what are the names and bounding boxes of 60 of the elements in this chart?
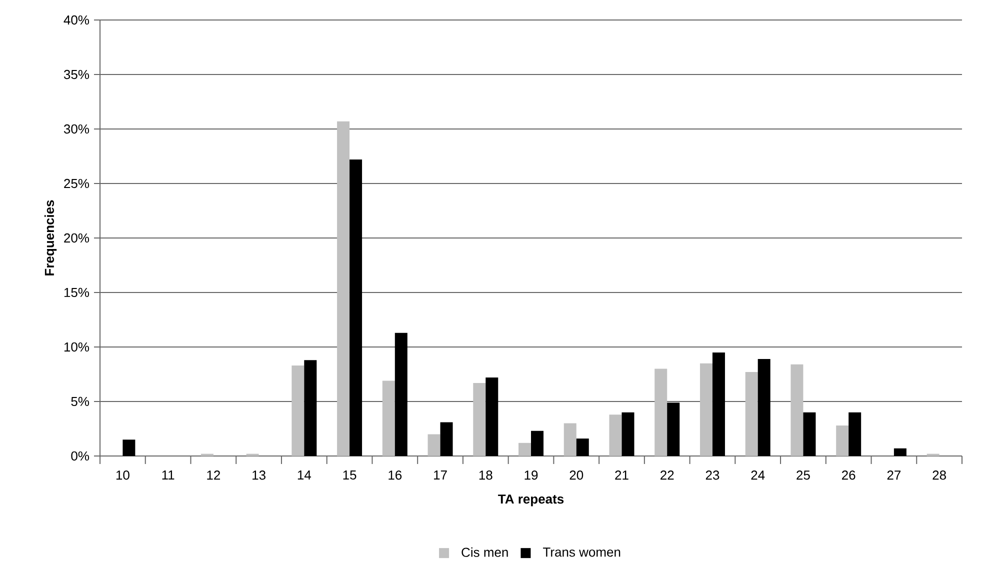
bar <box>667 402 680 456</box>
x-tick-label: 20 <box>570 470 584 480</box>
bar <box>758 358 770 456</box>
bar <box>382 380 395 456</box>
y-tick-label: 25% <box>64 178 90 188</box>
bar <box>700 363 712 456</box>
x-tick-label: 28 <box>932 470 946 480</box>
x-tick-label: 10 <box>116 470 130 480</box>
bar <box>440 422 453 456</box>
bar <box>531 430 544 456</box>
bar <box>576 438 589 456</box>
y-tick-label: 5% <box>71 396 90 406</box>
y-tick-label: 30% <box>64 124 90 134</box>
bar <box>790 364 804 456</box>
x-tick-label: 12 <box>207 470 220 480</box>
legend-label: Cis men <box>462 547 508 557</box>
bar <box>803 412 816 456</box>
bar <box>518 442 532 456</box>
bar <box>894 448 906 456</box>
x-tick-label: 25 <box>796 470 810 480</box>
bar <box>622 412 634 456</box>
legend-label: Trans women <box>543 548 620 557</box>
y-tick-label: 10% <box>64 342 90 352</box>
x-axis-title: TA repeats <box>498 494 564 506</box>
y-tick-label: 20% <box>64 233 90 243</box>
y-tick-label: 15% <box>64 288 90 298</box>
x-tick-label: 15 <box>343 470 356 480</box>
bar <box>428 434 440 456</box>
bar <box>350 160 362 456</box>
x-tick-label: 13 <box>252 470 266 480</box>
x-tick-label: 24 <box>751 470 765 480</box>
y-tick-label: 40% <box>64 15 90 25</box>
bar <box>486 378 498 456</box>
bar <box>848 412 862 456</box>
x-tick-label: 17 <box>434 470 447 480</box>
y-axis-title: Frequencies <box>44 200 57 276</box>
y-tick-label: 35% <box>64 70 90 80</box>
x-tick-label: 19 <box>524 470 538 480</box>
bar <box>304 360 317 456</box>
x-tick-label: 16 <box>388 470 402 480</box>
y-tick-label: 0% <box>71 451 90 461</box>
bar <box>836 425 849 456</box>
x-tick-label: 18 <box>479 470 492 480</box>
bar <box>654 368 668 456</box>
bar <box>564 423 576 456</box>
bar <box>712 352 725 456</box>
x-tick-label: 21 <box>615 470 628 480</box>
bar <box>292 366 304 456</box>
x-tick-label: 14 <box>298 470 312 480</box>
bar <box>473 382 486 456</box>
bar <box>122 440 136 456</box>
x-tick-label: 11 <box>162 470 174 480</box>
bar <box>609 414 622 456</box>
x-tick-label: 23 <box>706 470 720 480</box>
bar <box>337 121 350 456</box>
x-tick-label: 26 <box>842 470 856 480</box>
bar <box>745 372 758 456</box>
bar <box>394 332 408 456</box>
x-tick-label: 22 <box>660 470 674 480</box>
x-tick-label: 27 <box>887 470 901 480</box>
